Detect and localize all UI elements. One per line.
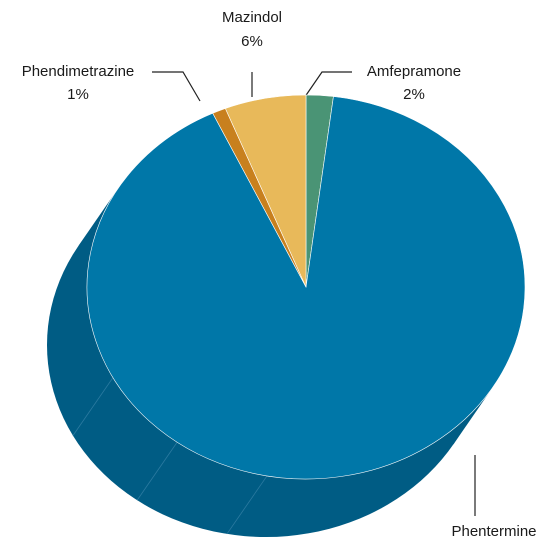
pie-slice	[86, 96, 526, 480]
pie-slice	[224, 94, 307, 288]
side-edge	[72, 377, 114, 436]
slice-value-label: 1%	[67, 86, 89, 103]
side-edge	[136, 442, 178, 501]
leader-lines	[152, 71, 476, 516]
labels: Mazindol 6% Phendimetrazine 1% Amfepramo…	[22, 9, 537, 540]
slice-value-label: 6%	[241, 33, 263, 50]
slice-label: Mazindol	[222, 9, 282, 26]
leader-line	[299, 71, 352, 105]
side-edge	[226, 475, 268, 535]
slice-label: Amfepramone	[367, 63, 461, 80]
slice-label: Phendimetrazine	[22, 63, 135, 80]
slice-label: Phentermine	[451, 523, 536, 540]
slice-value-label: 2%	[403, 86, 425, 103]
leader-line	[152, 71, 201, 102]
